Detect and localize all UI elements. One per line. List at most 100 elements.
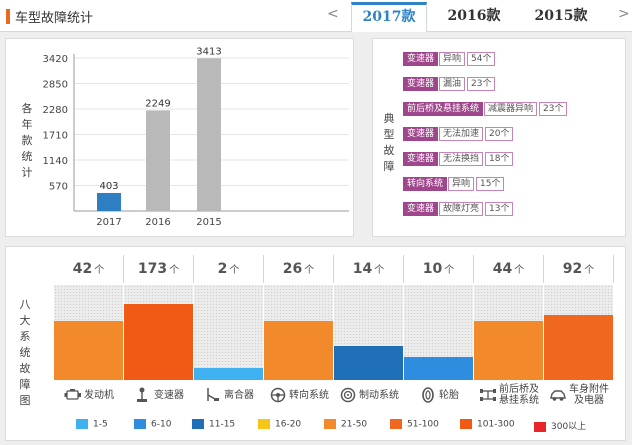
system-fill-area — [54, 285, 124, 380]
system-fill-bar — [124, 304, 193, 380]
yearly-side-char: 各 — [21, 102, 33, 115]
fault-count: 18个 — [485, 152, 514, 166]
system-label: 车身附件 及电器 — [544, 384, 614, 406]
system-label-text: 转向系统 — [289, 389, 329, 401]
system-fill-bar — [404, 357, 473, 380]
system-column[interactable]: 173 个变速器 — [124, 255, 194, 410]
system-label: 轮胎 — [404, 384, 474, 406]
system-count: 173 个 — [124, 255, 194, 283]
system-fill-area — [124, 285, 194, 380]
systems-side-char: 八 — [19, 298, 31, 311]
legend-item: 21-50 — [324, 419, 367, 431]
fault-system-tag: 变速器 — [403, 152, 439, 166]
y-tick-label: 2850 — [43, 80, 68, 91]
fault-description: 无法加速 — [439, 127, 484, 141]
systems-side-char: 故 — [19, 362, 31, 375]
legend-swatch — [390, 419, 402, 429]
system-count-unit: 个 — [229, 265, 240, 276]
system-label: 离合器 — [194, 384, 264, 406]
system-count: 10 个 — [404, 255, 474, 283]
fault-system-tag: 转向系统 — [403, 177, 448, 191]
x-tick-label: 2015 — [196, 217, 221, 228]
system-label: 变速器 — [124, 384, 194, 406]
system-count-unit: 个 — [304, 265, 315, 276]
system-column[interactable]: 10 个轮胎 — [404, 255, 474, 410]
clutch-pedal-icon — [204, 387, 222, 403]
y-tick-label: 3420 — [43, 54, 68, 65]
legend-item: 11-15 — [192, 419, 235, 431]
chevron-right-icon[interactable]: > — [618, 6, 630, 22]
system-column[interactable]: 92 个车身附件 及电器 — [544, 255, 614, 410]
fault-row: 变速器 异响 54个 — [403, 52, 496, 66]
system-label: 转向系统 — [264, 384, 334, 406]
systems-side-char: 系 — [19, 330, 31, 343]
tab-2015[interactable]: 2015款 — [534, 8, 588, 24]
system-fill-bar — [54, 321, 123, 380]
system-label-text: 制动系统 — [359, 389, 399, 401]
system-label-text: 车身附件 及电器 — [569, 384, 609, 406]
tire-icon — [419, 387, 437, 403]
fault-system-tag: 变速器 — [403, 202, 439, 216]
y-tick-label: 1710 — [43, 131, 68, 142]
page-title: 车型故障统计 — [15, 11, 94, 26]
legend-item: 101-300 — [460, 419, 515, 431]
legend-swatch — [460, 419, 472, 429]
bar — [146, 110, 170, 211]
legend-label: 6-10 — [151, 419, 172, 430]
fault-description: 故障灯亮 — [439, 202, 484, 216]
y-tick-label: 2280 — [43, 105, 68, 116]
systems-side-char: 统 — [19, 346, 31, 359]
legend-item: 300以上 — [534, 419, 587, 432]
system-fill-bar — [474, 321, 543, 380]
legend-label: 300以上 — [551, 422, 587, 432]
legend-label: 101-300 — [477, 419, 515, 430]
faults-side-char: 型 — [383, 128, 395, 141]
system-fill-area — [194, 285, 264, 380]
systems-side-char: 大 — [19, 314, 31, 327]
system-column[interactable]: 42 个发动机 — [54, 255, 124, 410]
engine-icon — [64, 387, 82, 403]
legend-swatch — [258, 419, 270, 429]
system-count-value: 2 — [217, 261, 228, 277]
system-count-unit: 个 — [584, 265, 595, 276]
system-count-unit: 个 — [374, 265, 385, 276]
systems-side-char: 图 — [19, 394, 31, 407]
tab-2017[interactable]: 2017款 — [351, 2, 427, 32]
fault-system-tag: 前后桥及悬挂系统 — [403, 102, 484, 116]
system-count: 26 个 — [264, 255, 334, 283]
yearly-side-char: 计 — [21, 166, 33, 179]
fault-count: 54个 — [467, 52, 496, 66]
system-fill-area — [264, 285, 334, 380]
x-tick-label: 2016 — [145, 217, 170, 228]
system-count-value: 14 — [352, 261, 373, 277]
legend-label: 51-100 — [407, 419, 439, 430]
tab-2016[interactable]: 2016款 — [447, 8, 501, 24]
system-fill-area — [334, 285, 404, 380]
system-count-value: 173 — [137, 261, 168, 277]
bar-value-label: 403 — [99, 181, 118, 192]
system-column[interactable]: 26 个转向系统 — [264, 255, 334, 410]
system-count-value: 92 — [562, 261, 583, 277]
system-label-text: 前后桥及 悬挂系统 — [499, 384, 539, 406]
car-body-icon — [549, 387, 567, 403]
steering-wheel-icon — [269, 387, 287, 403]
system-count-unit: 个 — [169, 265, 180, 276]
legend-item: 6-10 — [134, 419, 171, 431]
system-column[interactable]: 14 个制动系统 — [334, 255, 404, 410]
system-column[interactable]: 2 个离合器 — [194, 255, 264, 410]
system-fill-area — [474, 285, 544, 380]
fault-description: 无法换挡 — [439, 152, 484, 166]
legend-label: 11-15 — [209, 419, 236, 430]
typical-faults-panel: 典型故障 变速器 异响 54个 变速器 漏油 23个 前后桥及悬挂系统 减震器异响 23个 变速器… — [372, 38, 626, 237]
legend-label: 16-20 — [275, 419, 302, 430]
legend-swatch — [324, 419, 336, 429]
fault-row: 变速器 无法加速 20个 — [403, 127, 514, 141]
legend-swatch — [534, 421, 546, 432]
bar-value-label: 3413 — [196, 46, 221, 57]
system-fill-bar — [264, 321, 333, 380]
yearly-bar-chart: 570 1140 1710 2280 2850 3420 403 2017 2249 2016 34… — [43, 46, 349, 228]
system-column[interactable]: 44 个前后桥及 悬挂系统 — [474, 255, 544, 410]
chevron-left-icon[interactable]: < — [327, 6, 339, 22]
